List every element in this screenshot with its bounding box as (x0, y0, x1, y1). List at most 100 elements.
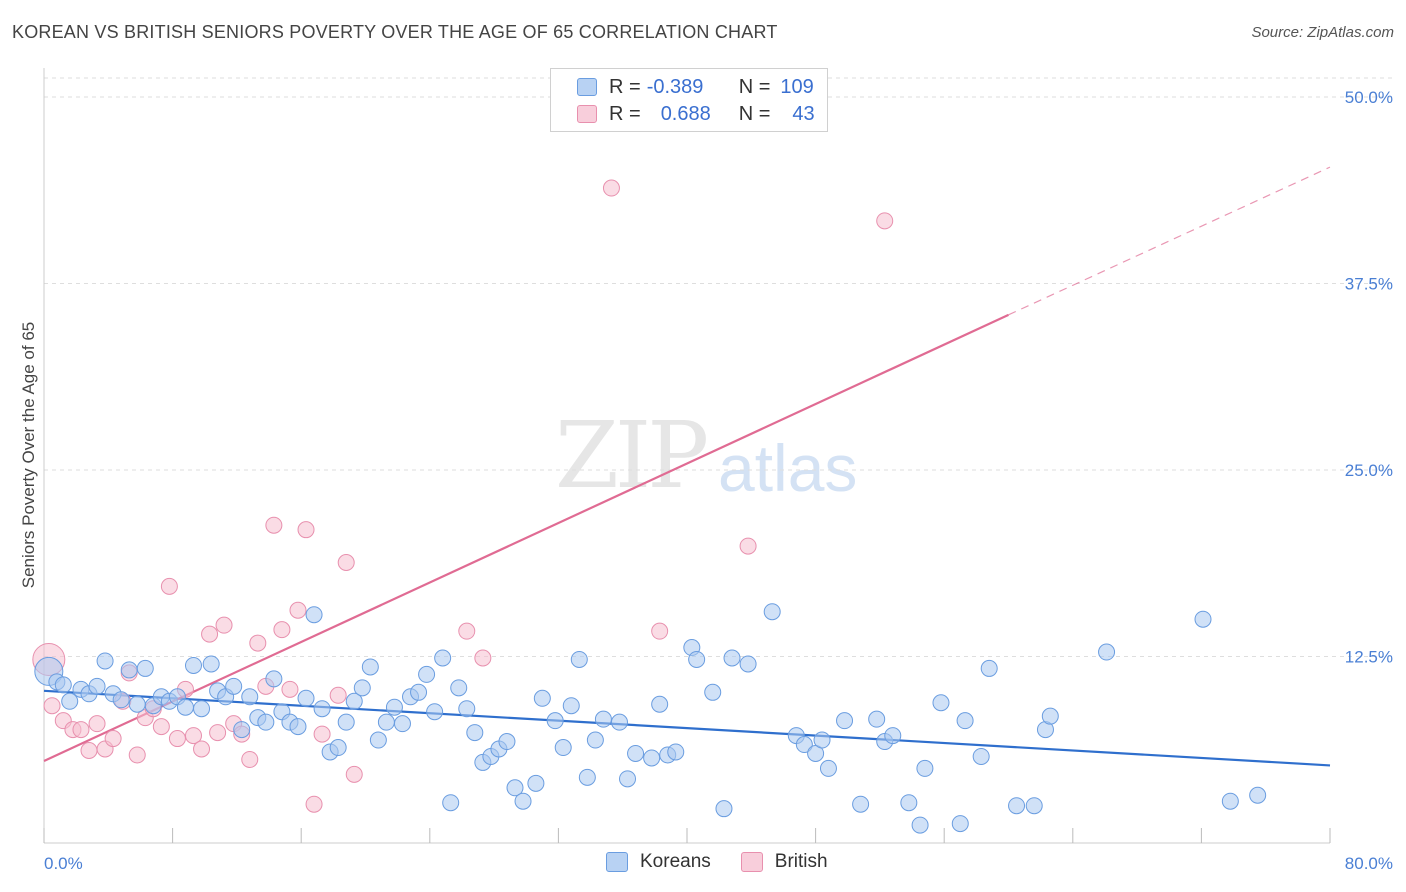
korean-point (233, 721, 251, 739)
legend-item-koreans[interactable]: Koreans (606, 851, 711, 873)
korean-point (297, 689, 315, 707)
korean-point (88, 677, 106, 695)
korean-point (128, 695, 146, 713)
british-point (160, 577, 178, 595)
british-point (72, 721, 90, 739)
british-point (313, 725, 331, 743)
british-point (458, 622, 476, 640)
korean-point (586, 731, 604, 749)
korean-point (136, 659, 154, 677)
korean-point (610, 713, 628, 731)
british-point (273, 621, 291, 639)
british-point (337, 554, 355, 572)
korean-point (369, 731, 387, 749)
axis-layer (43, 68, 1331, 844)
korean-point (1249, 786, 1267, 804)
british-point (281, 680, 299, 698)
korean-point (688, 650, 706, 668)
stats-legend: R = -0.389 N = 109 R = 0.688 N = 43 (550, 68, 828, 132)
british-point (152, 718, 170, 736)
korean-point (241, 688, 259, 706)
x-tick-label: 80.0% (1345, 854, 1393, 873)
r-label: R = (609, 75, 641, 98)
british-point (43, 697, 61, 715)
n-label: N = (738, 75, 771, 98)
y-tick-label: 12.5% (1345, 648, 1393, 667)
korean-point (900, 794, 918, 812)
watermark-zip: ZIP (555, 402, 709, 509)
korean-swatch (577, 78, 597, 96)
korean-point (202, 655, 220, 673)
korean-point (120, 661, 138, 679)
n-value: 109 (780, 75, 814, 98)
korean-point (916, 759, 934, 777)
korean-point (852, 795, 870, 813)
british-point (80, 741, 98, 759)
korean-point (704, 683, 722, 701)
british-point (249, 634, 267, 652)
r-value: -0.389 (646, 75, 704, 98)
korean-point (265, 670, 283, 688)
chart-title: KOREAN VS BRITISH SENIORS POVERTY OVER T… (12, 22, 778, 42)
korean-point (225, 677, 243, 695)
y-axis-title: Seniors Poverty Over the Age of 65 (19, 322, 38, 588)
british-point (345, 765, 363, 783)
korean-point (426, 703, 444, 721)
point-layer (32, 179, 1267, 834)
y-tick-label: 50.0% (1345, 88, 1393, 107)
korean-point (337, 713, 355, 731)
korean-point (1221, 792, 1239, 810)
korean-point (393, 715, 411, 733)
label-layer: 12.5% 25.0% 37.5% 50.0% 0.0% 80.0% Seniors Pov… (19, 88, 1393, 873)
korean-point (506, 779, 524, 797)
korean-point (418, 665, 436, 683)
korean-point (554, 739, 572, 757)
british-point (297, 521, 315, 539)
british-point (241, 750, 259, 768)
british-point (289, 601, 307, 619)
korean-point (1041, 707, 1059, 725)
korean-point (594, 710, 612, 728)
korean-point (466, 724, 484, 742)
korean-point (289, 718, 307, 736)
british-point (474, 649, 492, 667)
british-point (168, 730, 186, 748)
korean-point (353, 679, 371, 697)
korean-point (627, 744, 645, 762)
korean-point (980, 659, 998, 677)
korean-point (112, 691, 130, 709)
x-tick-label: 0.0% (44, 854, 83, 873)
korean-point (715, 800, 733, 818)
legend-row-koreans: R = -0.389 N = 109 (577, 74, 814, 100)
korean-point (570, 650, 588, 668)
korean-point (956, 712, 974, 730)
korean-point (868, 710, 886, 728)
korean-point (458, 700, 476, 718)
korean-point (546, 712, 564, 730)
korean-point (667, 743, 685, 761)
korean-point (972, 747, 990, 765)
korean-point (385, 698, 403, 716)
korean-point (450, 679, 468, 697)
korean-point (1098, 643, 1116, 661)
british-point (184, 727, 202, 745)
y-tick-label: 37.5% (1345, 275, 1393, 294)
watermark-atlas: atlas (718, 431, 858, 505)
korean-point (54, 676, 72, 694)
legend-item-british[interactable]: British (740, 851, 828, 873)
legend-label-british: British (774, 851, 828, 872)
korean-point (739, 655, 757, 673)
korean-point (257, 713, 275, 731)
british-trend-line (43, 313, 1009, 762)
series-legend: Koreans British (606, 851, 858, 873)
korean-point (1194, 610, 1212, 628)
korean-point (1025, 797, 1043, 815)
british-point (104, 730, 122, 748)
korean-trend-line (43, 689, 1331, 767)
korean-point (176, 698, 194, 716)
korean-point (377, 713, 395, 731)
british-trend-extension (1008, 166, 1331, 316)
korean-point (184, 656, 202, 674)
n-value: 43 (792, 102, 815, 125)
korean-point (498, 733, 516, 751)
